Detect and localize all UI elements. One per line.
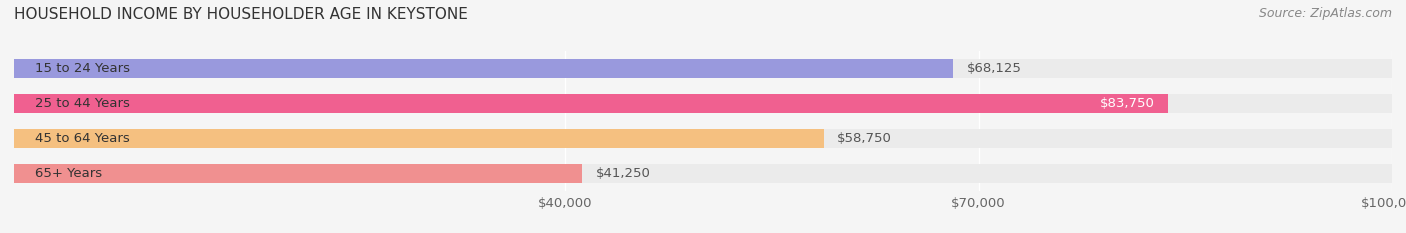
- Bar: [14, 94, 1168, 113]
- Bar: [14, 59, 1392, 78]
- Text: $83,750: $83,750: [1099, 97, 1154, 110]
- Bar: [14, 59, 953, 78]
- Bar: [14, 129, 824, 148]
- Bar: [14, 129, 1392, 148]
- Text: $41,250: $41,250: [596, 167, 651, 180]
- Bar: [14, 164, 1392, 183]
- Text: 65+ Years: 65+ Years: [35, 167, 101, 180]
- Text: $58,750: $58,750: [838, 132, 893, 145]
- Text: 15 to 24 Years: 15 to 24 Years: [35, 62, 129, 75]
- Text: 25 to 44 Years: 25 to 44 Years: [35, 97, 129, 110]
- Text: 45 to 64 Years: 45 to 64 Years: [35, 132, 129, 145]
- Bar: [14, 94, 1392, 113]
- Text: HOUSEHOLD INCOME BY HOUSEHOLDER AGE IN KEYSTONE: HOUSEHOLD INCOME BY HOUSEHOLDER AGE IN K…: [14, 7, 468, 22]
- Text: Source: ZipAtlas.com: Source: ZipAtlas.com: [1258, 7, 1392, 20]
- Text: $68,125: $68,125: [966, 62, 1021, 75]
- Bar: [14, 164, 582, 183]
